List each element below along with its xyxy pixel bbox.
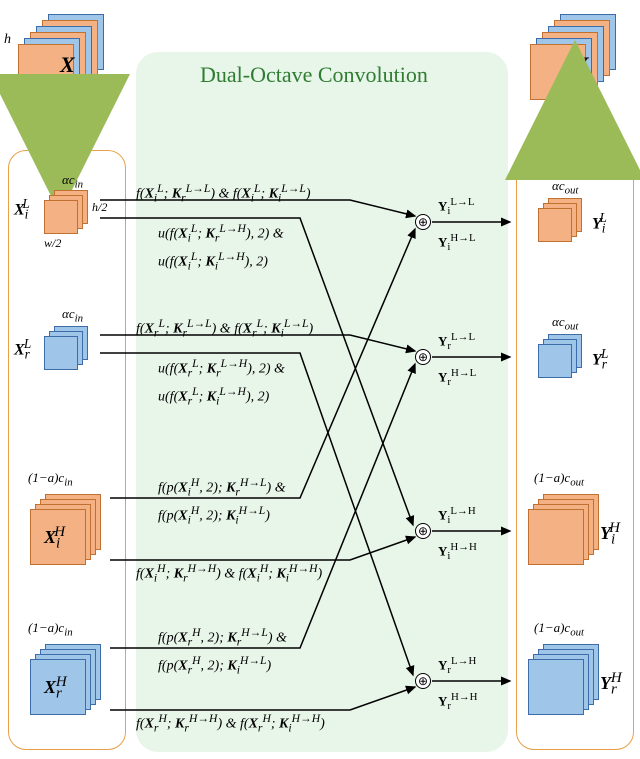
Xi-L-ch: αcin [62,172,83,191]
Yi-L-label: YiL [592,210,607,237]
X-text: X [60,52,75,77]
f-g3-mid1: f(p(XiH, 2); KrH→L) & [158,476,286,498]
X-dim-w: w [52,102,61,118]
y-p3-bot: YiH→H [438,541,477,562]
y-p2-bot: YrH→L [438,367,476,388]
f-g3-bot: f(XiH; KrH→H) & f(XiH; KiH→H) [136,562,322,584]
y-p4-top: YrL→H [438,655,476,676]
Yi-H-label: YiH [600,520,620,549]
plus-2: ⊕ [415,349,431,365]
Xr-L-label: XrL [14,336,31,363]
y-p3-top: YiL→H [438,505,476,526]
Yr-L-label: YrL [592,346,608,373]
Xr-H-label: XrH [44,674,67,703]
f-g4-mid1: f(p(XrH, 2); KrH→L) & [158,626,287,648]
Xi-L-w: w/2 [44,236,61,251]
X-dim-h: h [4,32,11,48]
y-p2-top: YrL→L [438,331,475,352]
X-label: X [60,52,75,78]
Yr-H-label: YrH [600,670,622,699]
f-g1-top: f(XiL; KrL→L) & f(XiL; KiL→L) [136,182,311,204]
plus-1: ⊕ [415,214,431,230]
y-p1-top: YiL→L [438,196,474,217]
Y-label: Y [574,52,587,78]
Xr-H-ch: (1−a)cin [28,620,73,639]
f-g1-mid1: u(f(XiL; KrL→H), 2) & [158,222,284,244]
plus-4: ⊕ [415,673,431,689]
f-g2-mid1: u(f(XrL; KrL→H), 2) & [158,357,285,379]
f-g3-mid2: f(p(XiH, 2); KiH→L) [158,504,270,526]
f-g2-top: f(XrL; KrL→L) & f(XrL; KiL→L) [136,317,313,339]
Yr-H-ch: (1−a)cout [534,620,584,639]
f-g1-mid2: u(f(XiL; KiL→H), 2) [158,250,268,272]
diagram-canvas: Dual-Octave Convolution X h w Y [0,0,640,759]
Xi-H-ch: (1−a)cin [28,470,73,489]
plus-3: ⊕ [415,523,431,539]
Xr-L-ch: αcin [62,306,83,325]
y-p1-bot: YiH→L [438,232,476,253]
y-p4-bot: YrH→H [438,691,477,712]
f-g2-mid2: u(f(XrL; KiL→H), 2) [158,385,269,407]
f-g4-mid2: f(p(XrH, 2); KiH→L) [158,654,271,676]
f-g4-bot: f(XrH; KrH→H) & f(XrH; KiH→H) [136,712,325,734]
Y-text: Y [574,52,587,77]
Yi-L-ch: αcout [552,178,578,197]
Yi-H-ch: (1−a)cout [534,470,584,489]
title: Dual-Octave Convolution [200,62,428,88]
Xi-L-label: XiL [14,196,30,223]
Yr-L-ch: αcout [552,314,578,333]
Xi-L-h: h/2 [92,200,107,215]
Xi-H-label: XiH [44,524,65,553]
